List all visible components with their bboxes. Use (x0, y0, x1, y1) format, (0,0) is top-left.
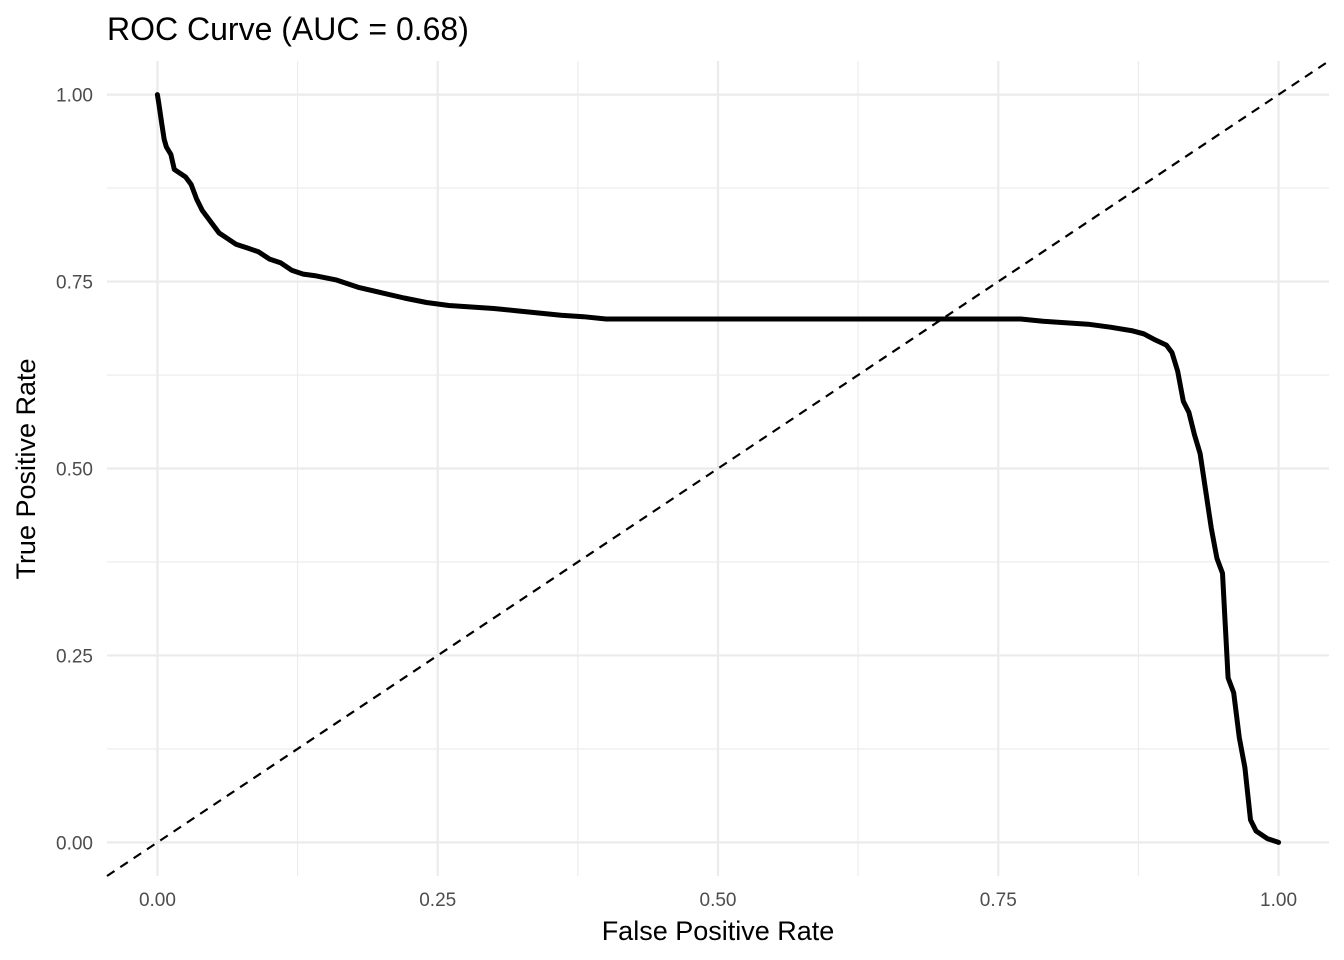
x-tick-label: 0.75 (980, 890, 1017, 911)
chart-title: ROC Curve (AUC = 0.68) (107, 11, 469, 47)
x-axis-title: False Positive Rate (602, 916, 835, 946)
diagonal-reference-line (106, 60, 1330, 877)
y-axis-title: True Positive Rate (11, 358, 41, 579)
x-tick-label: 1.00 (1260, 890, 1297, 911)
y-axis-ticks: 0.00 0.25 0.50 0.75 1.00 (56, 86, 93, 855)
x-axis-ticks: 0.00 0.25 0.50 0.75 1.00 (139, 890, 1297, 911)
grid (107, 61, 1329, 876)
series-layer (106, 60, 1330, 877)
x-tick-label: 0.50 (700, 890, 737, 911)
y-tick-label: 0.75 (56, 273, 93, 294)
y-tick-label: 1.00 (56, 86, 93, 107)
y-tick-label: 0.50 (56, 460, 93, 481)
y-tick-label: 0.25 (56, 646, 93, 667)
x-tick-label: 0.25 (419, 890, 456, 911)
y-tick-label: 0.00 (56, 833, 93, 854)
roc-curve-line (154, 92, 1282, 845)
x-tick-label: 0.00 (139, 890, 176, 911)
